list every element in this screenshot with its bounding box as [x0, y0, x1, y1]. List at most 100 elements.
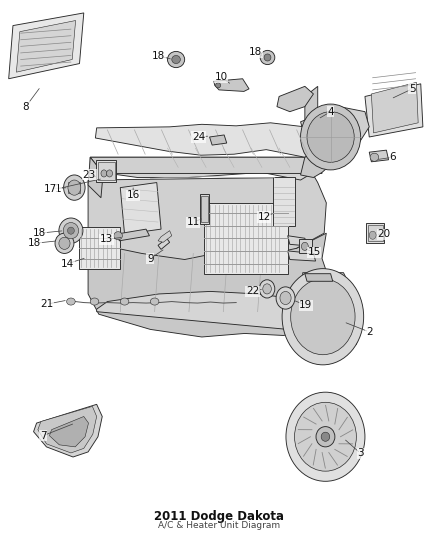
Polygon shape: [300, 107, 369, 158]
Ellipse shape: [63, 223, 79, 239]
Ellipse shape: [293, 448, 358, 469]
Text: 22: 22: [246, 286, 259, 296]
Ellipse shape: [307, 112, 354, 163]
Ellipse shape: [369, 231, 376, 239]
Ellipse shape: [64, 175, 85, 200]
Text: 20: 20: [378, 229, 391, 239]
Ellipse shape: [150, 298, 159, 305]
Ellipse shape: [90, 298, 99, 305]
Bar: [204, 203, 288, 274]
Bar: [201, 196, 208, 222]
Ellipse shape: [259, 280, 275, 298]
Bar: [98, 162, 115, 180]
Polygon shape: [277, 86, 314, 112]
Bar: [200, 193, 209, 224]
Polygon shape: [305, 86, 318, 122]
Text: 19: 19: [299, 300, 312, 310]
Text: 18: 18: [28, 238, 41, 248]
Ellipse shape: [101, 170, 107, 177]
Polygon shape: [288, 273, 360, 344]
Ellipse shape: [294, 402, 357, 471]
Ellipse shape: [260, 51, 275, 64]
Text: 3: 3: [357, 448, 364, 458]
Ellipse shape: [370, 153, 379, 161]
Ellipse shape: [286, 392, 365, 481]
Ellipse shape: [280, 292, 291, 304]
Ellipse shape: [316, 426, 335, 447]
Ellipse shape: [263, 284, 272, 294]
Polygon shape: [38, 406, 97, 453]
Text: 23: 23: [83, 170, 96, 180]
Polygon shape: [9, 13, 84, 79]
Ellipse shape: [215, 83, 221, 88]
Text: 4: 4: [327, 107, 334, 117]
Text: 9: 9: [147, 254, 154, 263]
Bar: [68, 182, 80, 193]
Polygon shape: [209, 135, 227, 145]
Polygon shape: [88, 172, 326, 260]
Polygon shape: [90, 157, 322, 173]
Ellipse shape: [321, 432, 330, 441]
Text: 18: 18: [152, 51, 166, 61]
Polygon shape: [158, 231, 172, 243]
Text: 7: 7: [40, 431, 46, 441]
Polygon shape: [158, 238, 170, 249]
Text: 16: 16: [127, 190, 140, 200]
Ellipse shape: [55, 233, 74, 254]
Ellipse shape: [264, 54, 271, 61]
Bar: [272, 177, 295, 225]
Polygon shape: [49, 416, 88, 447]
Bar: [79, 227, 120, 269]
Text: 15: 15: [307, 247, 321, 257]
Ellipse shape: [167, 51, 185, 68]
Ellipse shape: [301, 243, 308, 251]
Polygon shape: [16, 20, 76, 72]
Ellipse shape: [59, 237, 70, 249]
Ellipse shape: [172, 55, 180, 63]
Polygon shape: [97, 292, 305, 329]
Bar: [368, 225, 382, 241]
Ellipse shape: [68, 180, 81, 195]
Polygon shape: [116, 229, 149, 241]
Polygon shape: [288, 251, 315, 261]
Text: 24: 24: [192, 132, 205, 142]
Polygon shape: [88, 228, 331, 337]
Bar: [96, 160, 117, 182]
Polygon shape: [288, 236, 307, 246]
Polygon shape: [369, 150, 389, 162]
Text: 10: 10: [215, 72, 228, 82]
Text: 17: 17: [44, 184, 57, 193]
Polygon shape: [34, 405, 102, 457]
Ellipse shape: [291, 279, 355, 355]
Ellipse shape: [59, 218, 83, 243]
Text: 5: 5: [409, 84, 416, 94]
Ellipse shape: [300, 104, 360, 170]
Text: 13: 13: [100, 235, 113, 244]
Ellipse shape: [106, 170, 113, 177]
Polygon shape: [88, 157, 103, 198]
Polygon shape: [300, 147, 339, 177]
Ellipse shape: [276, 287, 295, 309]
Text: 14: 14: [61, 259, 74, 269]
Text: 2: 2: [366, 327, 373, 337]
Text: 18: 18: [249, 47, 262, 58]
Text: 8: 8: [22, 102, 29, 111]
Text: 1: 1: [55, 184, 61, 193]
Polygon shape: [371, 82, 418, 133]
Text: A/C & Heater Unit Diagram: A/C & Heater Unit Diagram: [158, 521, 280, 530]
Text: 6: 6: [389, 152, 396, 162]
Ellipse shape: [282, 269, 364, 365]
Bar: [366, 223, 384, 243]
Polygon shape: [120, 182, 161, 234]
Polygon shape: [214, 79, 249, 92]
Ellipse shape: [67, 298, 75, 305]
Text: 18: 18: [33, 228, 46, 238]
Ellipse shape: [120, 298, 129, 305]
Text: 11: 11: [187, 217, 200, 227]
Text: 2011 Dodge Dakota: 2011 Dodge Dakota: [154, 511, 284, 523]
Ellipse shape: [67, 227, 74, 234]
Text: 21: 21: [41, 299, 54, 309]
Polygon shape: [365, 84, 423, 137]
Text: 12: 12: [258, 212, 271, 222]
Polygon shape: [305, 274, 333, 281]
